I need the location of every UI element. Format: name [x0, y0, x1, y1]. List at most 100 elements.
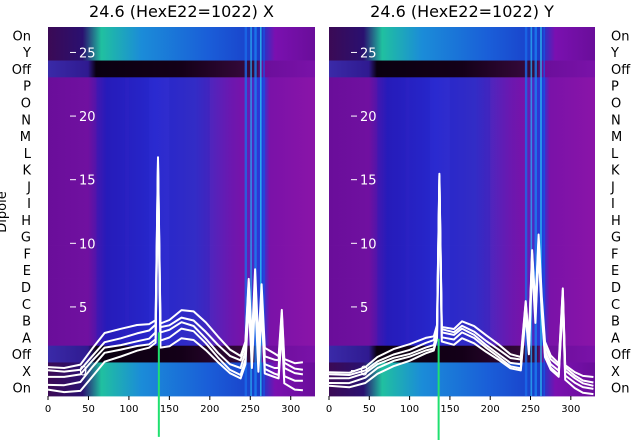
heatmap-row-4	[329, 94, 595, 112]
heatmap-band-2	[169, 77, 210, 346]
heatmap-stripe-4	[543, 27, 546, 396]
category-label-right: P	[611, 80, 619, 95]
series-line-4	[47, 156, 304, 369]
category-label-left: N	[21, 113, 31, 128]
overlay-ytick-label: 15	[79, 174, 96, 189]
heatmap-row-10	[329, 194, 595, 212]
heatmap-row-11	[48, 211, 315, 229]
category-label-left: I	[27, 197, 31, 212]
category-label-left: C	[22, 298, 31, 313]
heatmap-row-1	[48, 43, 315, 61]
xtick-label: 0	[326, 404, 332, 415]
heatmap-row-5	[329, 110, 595, 129]
series-line-3	[328, 174, 594, 384]
category-label-left: D	[21, 281, 31, 296]
overlay-ytick-label: 0	[360, 365, 368, 380]
category-label-right: Y	[610, 46, 619, 61]
category-label-right: O	[611, 96, 621, 111]
category-label-right: I	[611, 197, 615, 212]
overlay-ytick-label: 20	[79, 110, 96, 125]
series-line-1	[47, 174, 303, 387]
xtick-label: 50	[363, 404, 376, 415]
category-label-right: On	[611, 382, 629, 397]
heatmap-band-1	[128, 77, 150, 346]
heatmap-row-8	[48, 161, 315, 179]
category-label-right: D	[611, 281, 621, 296]
overlay-ytick-label: 20	[360, 110, 377, 125]
category-label-left: X	[22, 365, 31, 380]
category-label-left: Off	[12, 63, 32, 78]
heatmap-row-7	[48, 144, 315, 162]
category-label-right: A	[611, 331, 620, 346]
panel-title: 24.6 (HexE22=1022) Y	[370, 2, 554, 21]
category-label-right: X	[611, 365, 620, 380]
heatmap-row-12	[48, 228, 315, 246]
category-label-left: F	[24, 247, 31, 262]
category-label-left: M	[20, 130, 31, 145]
heatmap-row-21	[48, 379, 315, 397]
heatmap-row-7	[329, 144, 595, 162]
panel-2: 0 5 10 15 20 25	[328, 27, 595, 440]
category-label-right: F	[611, 247, 618, 262]
heatmap-stripe-1	[250, 27, 252, 396]
xtick-label: 50	[82, 404, 95, 415]
heatmap-row-6	[329, 127, 595, 145]
series-line-1	[328, 183, 594, 390]
xtick-label: 200	[200, 404, 219, 415]
category-label-right: Off	[611, 348, 631, 363]
heatmap-stripe-3	[540, 27, 542, 396]
category-label-left: On	[13, 382, 31, 397]
category-label-left: O	[21, 96, 31, 111]
heatmap-stripe-3	[259, 27, 262, 396]
heatmap-stripe-4	[263, 27, 265, 396]
panel-title: 24.6 (HexE22=1022) X	[89, 2, 274, 21]
category-label-left: Y	[22, 46, 31, 61]
xtick-label: 100	[119, 404, 138, 415]
category-label-right: B	[611, 315, 620, 330]
heatmap-row-13	[329, 245, 595, 263]
heatmap-row-5	[48, 110, 315, 129]
heatmap-row-21	[329, 379, 595, 397]
heatmap-row-0	[329, 27, 595, 45]
category-label-left: Off	[12, 348, 32, 363]
category-label-right: N	[611, 113, 621, 128]
heatmap-row-13	[48, 245, 315, 263]
xtick-label: 100	[400, 404, 419, 415]
heatmap-row-3	[48, 77, 315, 95]
category-label-left: L	[24, 147, 32, 162]
series-line-3	[47, 159, 304, 373]
series-line-0	[47, 178, 303, 394]
category-label-left: On	[13, 29, 31, 44]
heatmap-row-20	[48, 362, 315, 380]
xtick-label: 300	[561, 404, 580, 415]
heatmap-band-0	[377, 77, 406, 346]
category-label-right: K	[611, 164, 620, 179]
heatmap-row-2	[329, 60, 595, 78]
panel-1: 0 5 10 15 20 25	[47, 27, 315, 437]
heatmap-row-14	[329, 261, 595, 279]
heatmap-row-6	[48, 127, 315, 145]
heatmap-stripe-2	[254, 27, 257, 396]
category-label-left: A	[22, 331, 31, 346]
heatmap-row-3	[329, 77, 595, 95]
category-label-left: G	[21, 231, 31, 246]
heatmap-stripe-0	[524, 27, 528, 396]
xtick-label: 250	[521, 404, 540, 415]
heatmap-stripe-2	[534, 27, 537, 396]
overlay-ytick-label: 25	[79, 46, 96, 61]
heatmap-row-20	[329, 362, 595, 380]
heatmap-row-12	[329, 228, 595, 246]
category-label-right: Off	[611, 63, 631, 78]
xtick-label: 250	[241, 404, 260, 415]
overlay-ytick-label: 5	[79, 301, 87, 316]
heatmap-row-8	[329, 161, 595, 179]
heatmap-row-10	[48, 194, 315, 212]
heatmap-row-0	[48, 27, 315, 45]
category-label-right: M	[611, 130, 622, 145]
y-axis-label: Dipole	[0, 191, 10, 232]
xtick-label: 0	[45, 404, 51, 415]
heatmap-band-0	[96, 77, 125, 346]
heatmap-row-14	[48, 261, 315, 279]
heatmap-row-4	[48, 94, 315, 112]
